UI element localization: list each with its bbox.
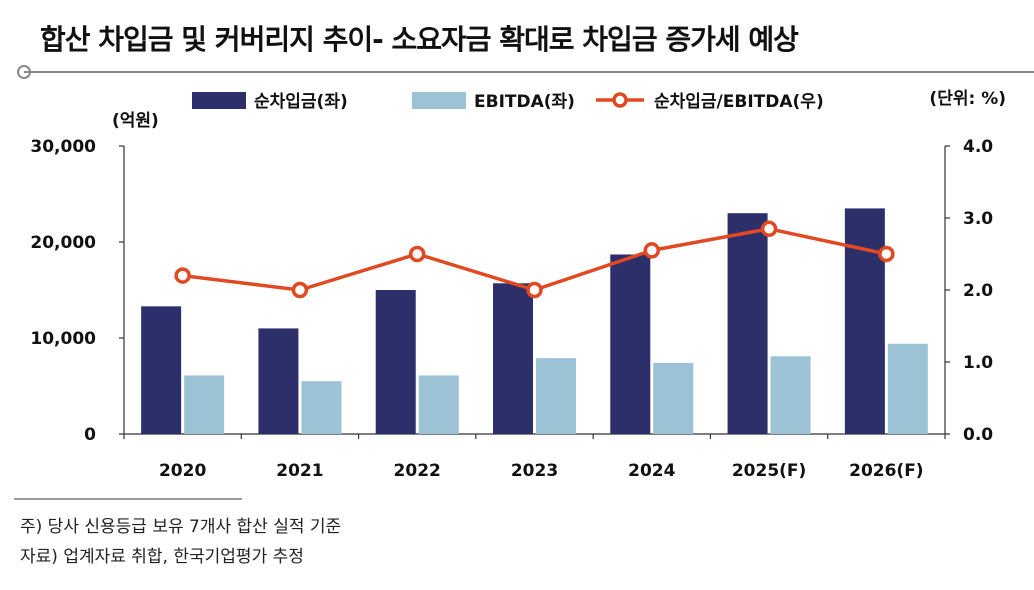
ratio-line xyxy=(174,220,895,299)
ratio-point xyxy=(291,281,309,299)
bar-ebitda xyxy=(536,358,576,434)
ratio-point xyxy=(526,281,543,299)
ratio-point xyxy=(174,267,191,284)
bar-ebitda xyxy=(770,356,811,434)
legend-label: 순차입금(좌) xyxy=(254,92,348,112)
bar-net-debt xyxy=(375,290,416,434)
right-tick-label: 3.0 xyxy=(963,209,993,229)
bar-ebitda xyxy=(418,375,459,434)
ratio-point xyxy=(408,245,426,263)
ratio-polyline xyxy=(182,227,887,292)
legend-label: EBITDA(좌) xyxy=(474,92,575,112)
bar-ebitda xyxy=(653,362,694,434)
legend-swatch xyxy=(192,92,246,109)
footnote: 주) 당사 신용등급 보유 7개사 합산 실적 기준 xyxy=(20,517,342,537)
bars xyxy=(141,208,928,434)
x-tick-label: 2024 xyxy=(628,461,675,481)
ratio-point xyxy=(643,242,661,259)
bar-ebitda xyxy=(887,343,928,434)
bar-net-debt xyxy=(844,208,885,434)
right-tick-label: 1.0 xyxy=(963,353,993,373)
legend: 순차입금(좌) EBITDA(좌) 순차입금/EBITDA(우) xyxy=(192,92,824,112)
legend-marker xyxy=(612,92,628,108)
left-axis-unit-label: (억원) xyxy=(112,111,159,131)
right-tick-label: 2.0 xyxy=(963,281,993,301)
x-tick-label: 2023 xyxy=(511,461,558,481)
x-tick-label: 2021 xyxy=(276,461,323,481)
header-divider xyxy=(24,71,1034,73)
bar-net-debt xyxy=(141,306,182,434)
legend-swatch xyxy=(412,92,466,109)
x-tick-label: 2022 xyxy=(394,461,441,481)
left-tick-label: 30,000 xyxy=(30,137,96,157)
chart-title: 합산 차입금 및 커버리지 추이- 소요자금 확대로 차입금 증가세 예상 xyxy=(40,23,799,56)
right-tick-label: 4.0 xyxy=(963,137,993,157)
legend-item: EBITDA(좌) xyxy=(412,92,575,112)
bar-ebitda xyxy=(301,381,342,434)
right-tick-label: 0.0 xyxy=(963,425,993,445)
bar-net-debt xyxy=(493,283,533,434)
left-tick-label: 10,000 xyxy=(30,329,96,349)
legend-item: 순차입금(좌) xyxy=(192,92,348,112)
x-tick-label: 2020 xyxy=(159,461,206,481)
legend-label: 순차입금/EBITDA(우) xyxy=(654,92,824,112)
x-tick-label: 2025(F) xyxy=(732,461,806,481)
bar-net-debt xyxy=(727,213,768,434)
bar-net-debt xyxy=(610,254,651,434)
x-tick-label: 2026(F) xyxy=(849,461,923,481)
right-axis-unit-label: (단위: %) xyxy=(929,89,1006,109)
footer-divider xyxy=(14,498,242,500)
legend-item: 순차입금/EBITDA(우) xyxy=(596,92,824,112)
left-tick-label: 0 xyxy=(84,425,96,445)
x-axis-labels: 2020 2021 2022 2023 2024 2025(F) 2026(F) xyxy=(159,461,924,481)
left-tick-label: 20,000 xyxy=(30,233,96,253)
ratio-point xyxy=(760,220,778,238)
bar-ebitda xyxy=(184,375,225,434)
source-note: 자료) 업계자료 취합, 한국기업평가 추정 xyxy=(20,547,304,567)
ratio-point xyxy=(878,245,895,263)
bar-net-debt xyxy=(258,328,299,434)
